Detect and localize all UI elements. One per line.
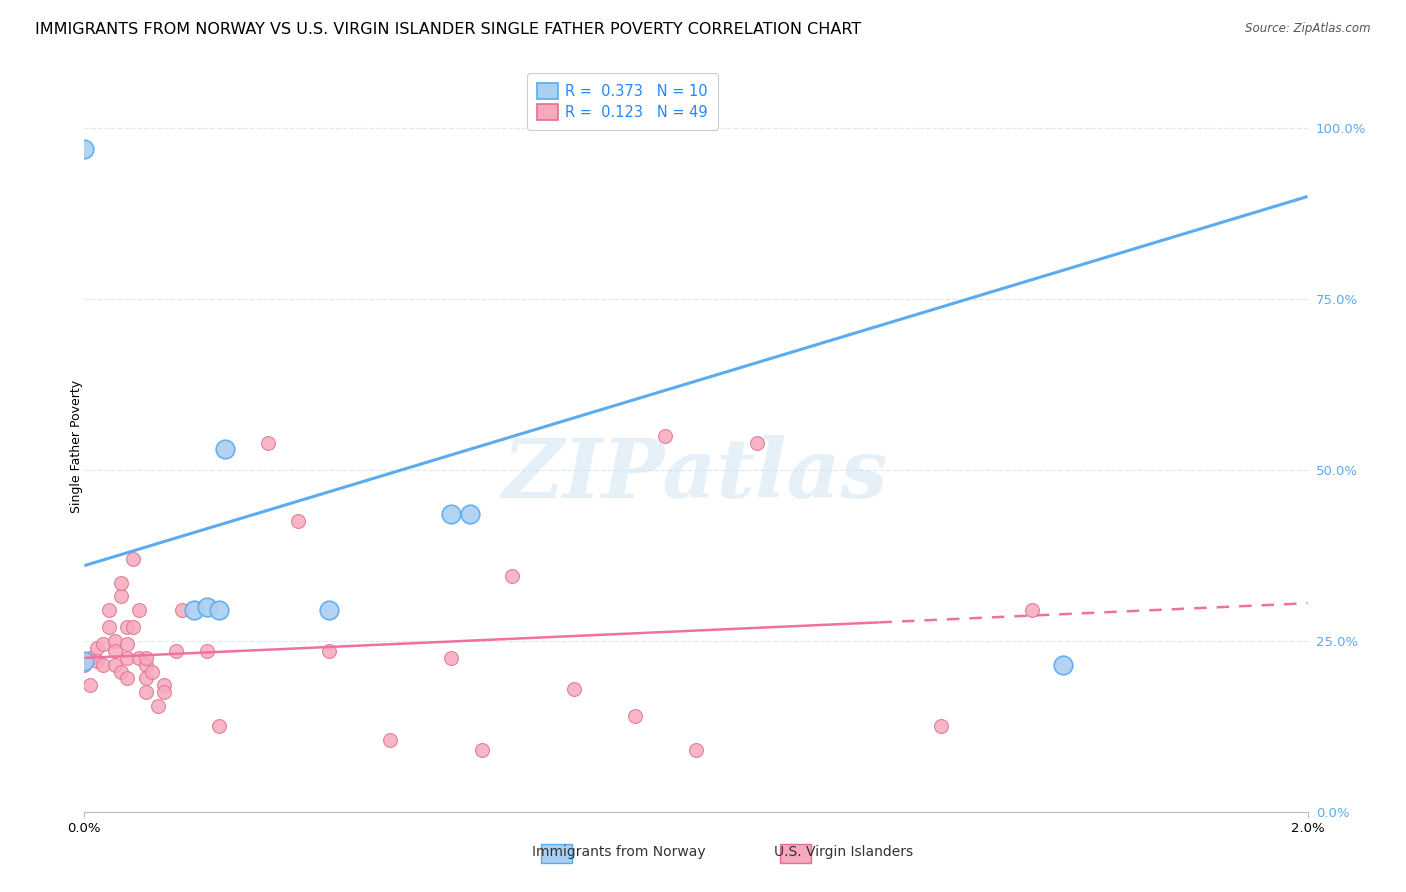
Point bbox=[79, 678, 101, 692]
Point bbox=[195, 644, 218, 658]
Point bbox=[97, 603, 120, 617]
Point bbox=[153, 678, 176, 692]
Point bbox=[141, 665, 163, 679]
Text: Source: ZipAtlas.com: Source: ZipAtlas.com bbox=[1246, 22, 1371, 36]
Point bbox=[195, 599, 218, 614]
Point bbox=[1021, 603, 1043, 617]
Point bbox=[110, 590, 132, 604]
Point bbox=[115, 637, 138, 651]
Point bbox=[128, 603, 150, 617]
Point bbox=[287, 514, 309, 528]
Point bbox=[183, 603, 205, 617]
Text: U.S. Virgin Islanders: U.S. Virgin Islanders bbox=[775, 845, 912, 859]
Point bbox=[122, 551, 145, 566]
Point bbox=[747, 435, 769, 450]
Point bbox=[110, 665, 132, 679]
Point bbox=[128, 651, 150, 665]
Legend: R =  0.373   N = 10, R =  0.123   N = 49: R = 0.373 N = 10, R = 0.123 N = 49 bbox=[527, 73, 718, 130]
Point bbox=[115, 620, 138, 634]
Point bbox=[257, 435, 280, 450]
Point bbox=[104, 657, 127, 672]
Point bbox=[135, 672, 157, 686]
Text: ZIPatlas: ZIPatlas bbox=[503, 435, 889, 516]
Point bbox=[654, 429, 676, 443]
Point bbox=[104, 633, 127, 648]
Point bbox=[208, 603, 231, 617]
Point bbox=[79, 651, 101, 665]
Point bbox=[562, 681, 585, 696]
Point bbox=[214, 442, 236, 457]
Point bbox=[91, 657, 114, 672]
Point bbox=[73, 654, 96, 668]
Point bbox=[685, 743, 707, 757]
Point bbox=[318, 644, 340, 658]
Point bbox=[1052, 657, 1074, 672]
Text: Immigrants from Norway: Immigrants from Norway bbox=[531, 845, 706, 859]
Point bbox=[165, 644, 187, 658]
Point bbox=[440, 508, 463, 522]
Point bbox=[502, 569, 524, 583]
Point bbox=[153, 685, 176, 699]
Point bbox=[380, 733, 402, 747]
Point bbox=[91, 637, 114, 651]
Point bbox=[929, 719, 952, 733]
Point bbox=[86, 654, 108, 668]
Point bbox=[115, 672, 138, 686]
Point bbox=[440, 651, 463, 665]
Point bbox=[73, 657, 96, 672]
Point bbox=[471, 743, 494, 757]
Point bbox=[135, 657, 157, 672]
Point bbox=[110, 575, 132, 590]
Text: IMMIGRANTS FROM NORWAY VS U.S. VIRGIN ISLANDER SINGLE FATHER POVERTY CORRELATION: IMMIGRANTS FROM NORWAY VS U.S. VIRGIN IS… bbox=[35, 22, 862, 37]
Point bbox=[104, 644, 127, 658]
Y-axis label: Single Father Poverty: Single Father Poverty bbox=[69, 379, 83, 513]
Point bbox=[172, 603, 194, 617]
Point bbox=[97, 620, 120, 634]
Point bbox=[318, 603, 340, 617]
Point bbox=[146, 698, 169, 713]
Point bbox=[624, 709, 647, 723]
Point bbox=[135, 685, 157, 699]
Point bbox=[135, 651, 157, 665]
Point bbox=[73, 142, 96, 156]
Point bbox=[86, 640, 108, 655]
Point bbox=[208, 719, 231, 733]
Point bbox=[122, 620, 145, 634]
Point bbox=[458, 508, 481, 522]
Point bbox=[115, 651, 138, 665]
